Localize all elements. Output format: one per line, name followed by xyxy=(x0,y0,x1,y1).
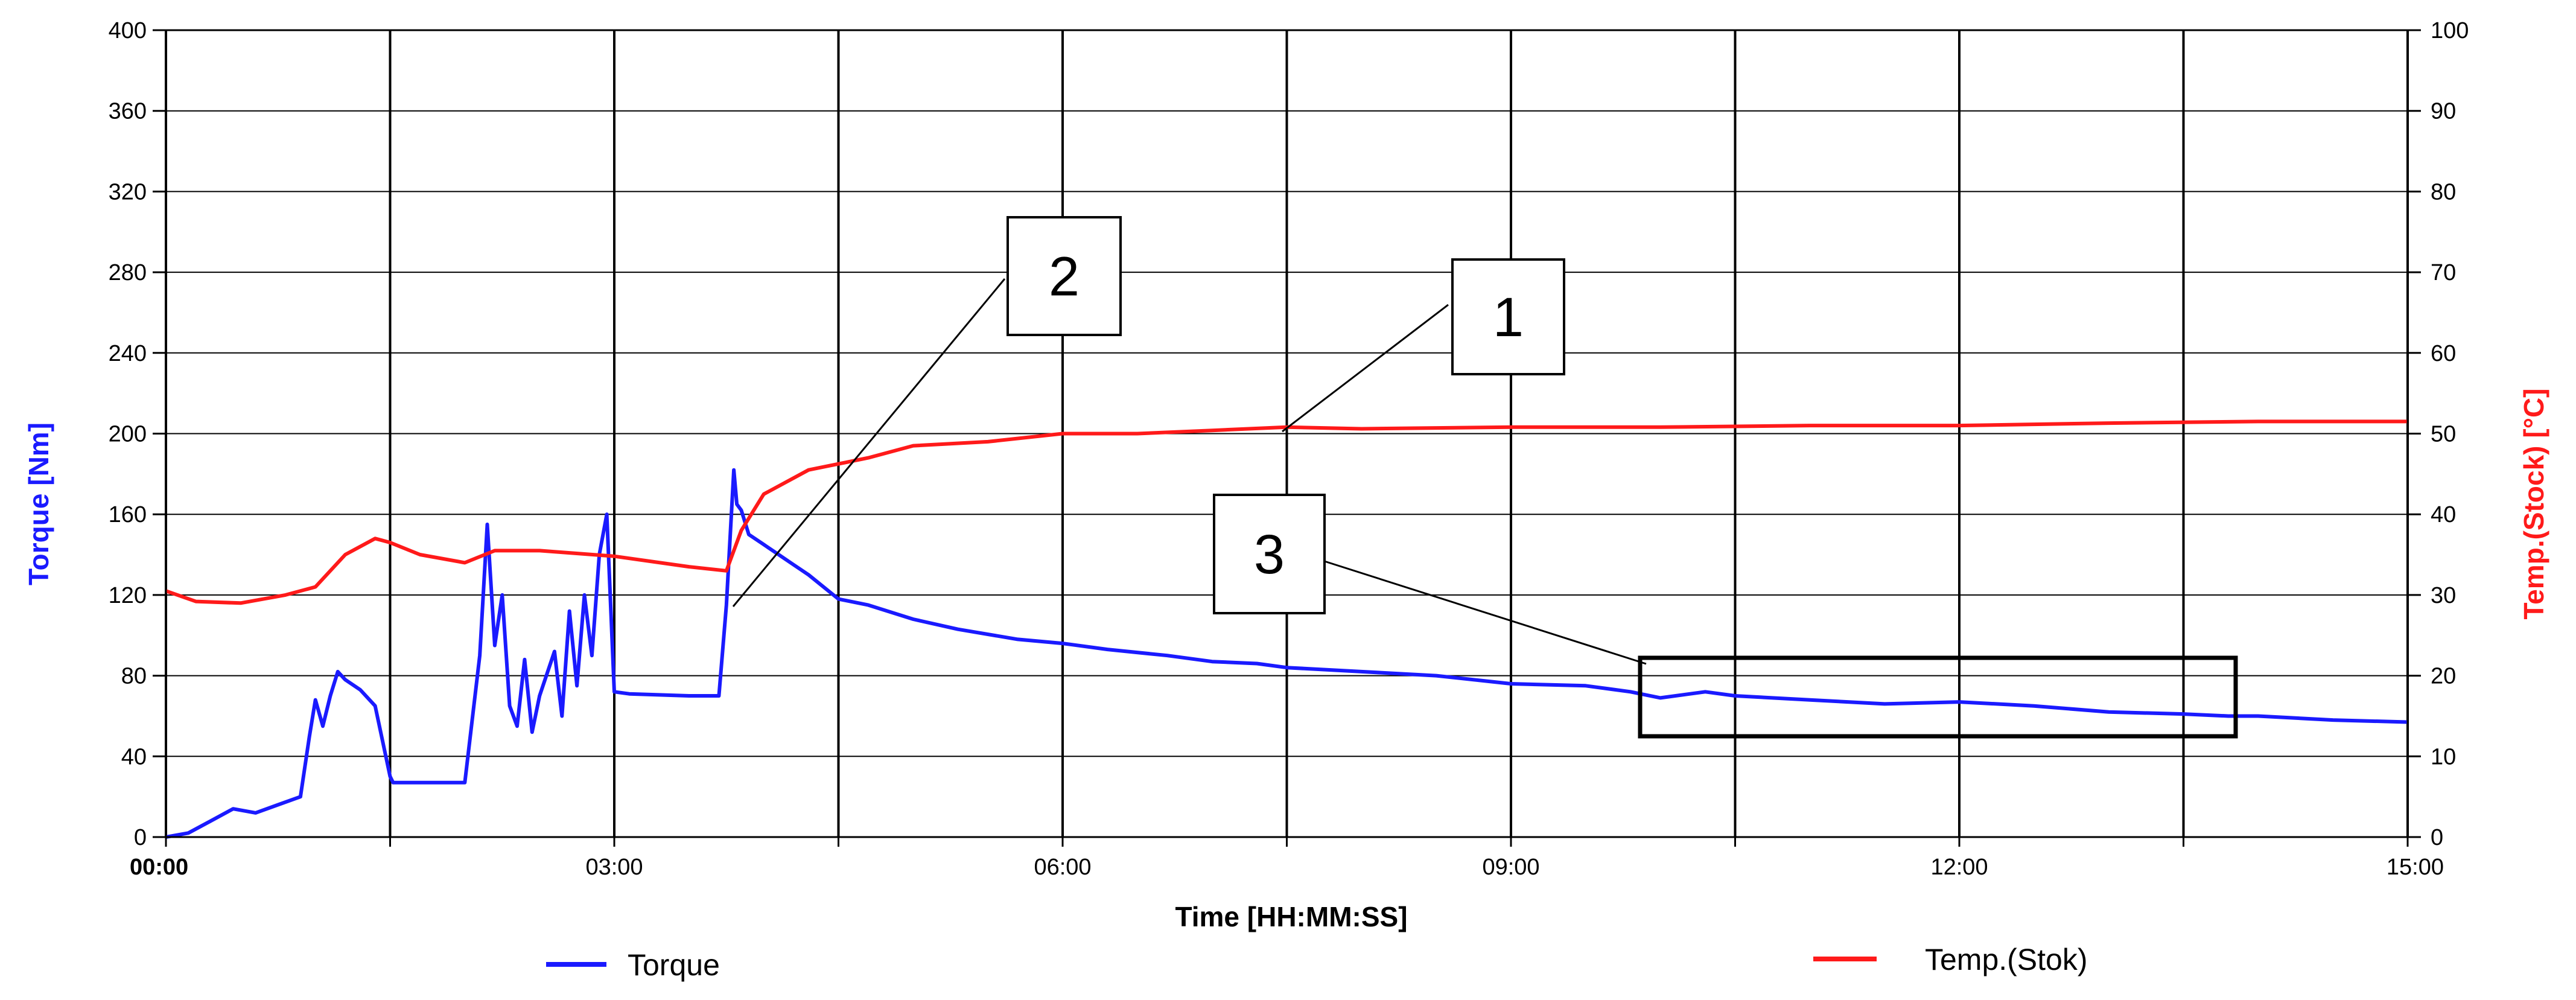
y-right-tick-label: 90 xyxy=(2431,99,2456,124)
y-right-tick-label: 10 xyxy=(2431,744,2456,769)
y-right-tick-label: 60 xyxy=(2431,341,2456,366)
callout-label: 3 xyxy=(1254,524,1285,585)
y-right-tick-label: 30 xyxy=(2431,583,2456,608)
y-left-tick-label: 360 xyxy=(109,99,147,124)
callout-label: 2 xyxy=(1049,246,1080,308)
callout-box xyxy=(1007,216,1122,336)
y-right-tick-label: 20 xyxy=(2431,664,2456,689)
y-left-tick-label: 400 xyxy=(109,18,147,43)
y-left-tick-label: 120 xyxy=(109,583,147,608)
x-tick-label: 09:00 xyxy=(1482,855,1539,880)
y-left-tick-label: 160 xyxy=(109,502,147,527)
y-left-tick-label: 0 xyxy=(134,825,147,850)
x-tick-label: 00:00 xyxy=(130,855,188,880)
callout-box xyxy=(1451,258,1565,375)
callout-label: 1 xyxy=(1493,287,1524,348)
callout-box xyxy=(1213,494,1326,614)
series-line-torque xyxy=(165,468,2408,839)
series-layer xyxy=(165,419,2408,839)
y-left-tick-label: 200 xyxy=(109,422,147,447)
legend-label-temp: Temp.(Stok) xyxy=(1925,943,2088,976)
callout-leader-line xyxy=(1324,560,1647,665)
x-tick-label: 12:00 xyxy=(1930,855,1988,880)
y-left-tick-label: 280 xyxy=(109,260,147,285)
y-right-axis-title: Temp.(Stock) [°C] xyxy=(2518,389,2549,620)
x-tick-label: 15:00 xyxy=(2387,855,2444,880)
x-tick-label: 03:00 xyxy=(585,855,643,880)
y-left-tick-label: 320 xyxy=(109,179,147,205)
y-left-tick-label: 80 xyxy=(121,664,147,689)
series-line-temp xyxy=(165,419,2408,605)
y-right-tick-label: 50 xyxy=(2431,422,2456,447)
y-right-tick-label: 40 xyxy=(2431,502,2456,527)
x-tick-label: 06:00 xyxy=(1034,855,1091,880)
callout-region-box xyxy=(1638,655,2238,739)
legend-label-torque: Torque xyxy=(628,948,720,982)
y-right-tick-label: 100 xyxy=(2431,18,2469,43)
y-right-tick-label: 0 xyxy=(2431,825,2443,850)
annotation-layer: 1 2 3 xyxy=(732,216,2238,739)
y-right-tick-label: 80 xyxy=(2431,179,2456,205)
y-left-axis-title: Torque [Nm] xyxy=(23,422,54,585)
callout-leader-line xyxy=(1282,304,1449,433)
y-left-tick-label: 240 xyxy=(109,341,147,366)
legend: Torque Temp.(Stok) xyxy=(546,943,2088,982)
x-axis-title: Time [HH:MM:SS] xyxy=(1175,901,1407,932)
callout-leader-line xyxy=(732,278,1006,607)
axis-layer: 0408012016020024028032036040001020304050… xyxy=(109,18,2469,880)
y-right-tick-label: 70 xyxy=(2431,260,2456,285)
y-left-tick-label: 40 xyxy=(121,744,147,769)
